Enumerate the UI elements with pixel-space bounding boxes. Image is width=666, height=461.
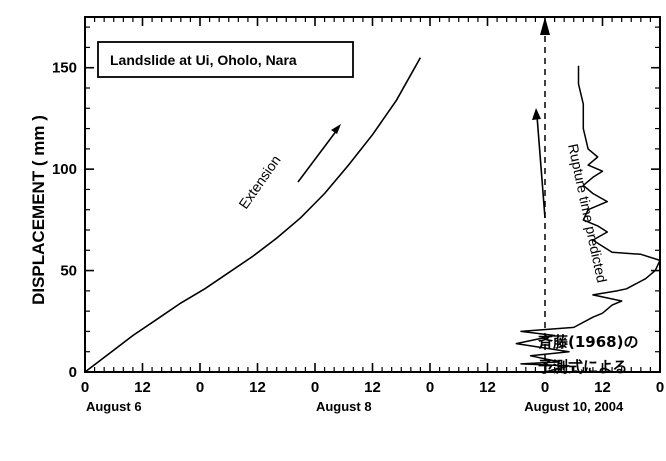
legend-box [97,41,354,78]
x-tick-label: 0 [541,379,549,396]
x-tick-label: 12 [594,379,611,396]
series-extension-line [84,57,422,373]
y-axis-label: DISPLACEMENT ( mm ) [29,115,48,305]
x-tick-label: 12 [249,379,266,396]
y-tick-label: 50 [60,263,77,280]
x-tick-label: 12 [364,379,381,396]
x-tick-label: 0 [81,379,89,396]
x-tick-label: 0 [196,379,204,396]
x-tick-labels: 0 12 0 12 0 12 0 12 0 12 0 [81,379,664,396]
rupture-label: Rupture time predicted [565,142,610,284]
x-tick-label: 0 [426,379,434,396]
x-tick-label: 12 [134,379,151,396]
extension-label: Extension [235,152,283,212]
x-date-label: August 10, 2004 [524,399,624,414]
x-date-label: August 6 [86,399,142,414]
date-labels: August 6 August 8 August 10, 2004 [86,399,624,414]
x-tick-label: 12 [479,379,496,396]
rupture-time-arrow [540,17,550,35]
x-date-label: August 8 [316,399,372,414]
y-tick-label: 150 [52,60,77,77]
axis-ticks [84,17,661,373]
rupture-arrow-up [532,108,546,219]
x-tick-label: 0 [656,379,664,396]
japanese-note-line1: 斉藤(1968)の [538,333,638,351]
legend-text: Landslide at Ui, Oholo, Nara [110,52,297,68]
x-tick-label: 0 [311,379,319,396]
series-rupture-time-line [515,65,661,373]
y-tick-label: 100 [52,161,77,178]
japanese-note-line2: 予測式による [538,358,628,376]
y-tick-label: 0 [69,364,77,381]
y-tick-labels: 0 50 100 150 [52,60,77,381]
extension-arrow [297,124,341,183]
